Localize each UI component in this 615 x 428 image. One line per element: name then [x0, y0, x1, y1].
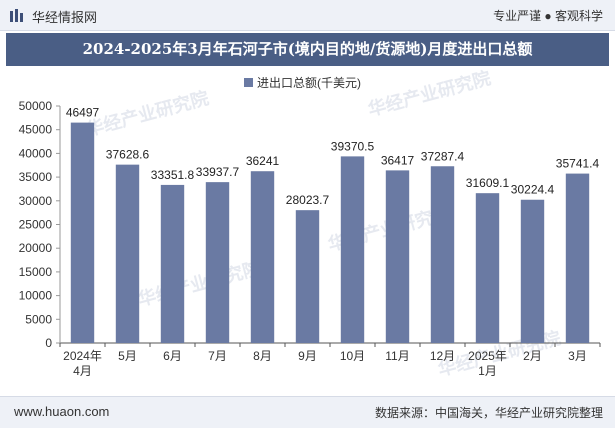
- data-label: 31609.1: [466, 176, 510, 190]
- x-tick-label: 2025年 1月: [468, 349, 507, 378]
- y-tick-label: 35000: [19, 170, 53, 184]
- data-label: 39370.5: [331, 139, 375, 153]
- site-url: www.huaon.com: [14, 404, 110, 419]
- footer: www.huaon.com 数据来源：中国海关，华经产业研究院整理: [0, 396, 615, 428]
- data-label: 33937.7: [196, 165, 240, 179]
- bar: [115, 164, 140, 343]
- bar: [475, 193, 500, 343]
- bar: [250, 171, 275, 343]
- x-tick-label: 2024年 4月: [63, 349, 102, 378]
- axes: 0 5000 10000 15000 20000 25000 30000 35000 40000…: [19, 99, 601, 378]
- data-label: 35741.4: [556, 157, 600, 171]
- y-tick-label: 50000: [19, 99, 53, 113]
- data-label: 33351.8: [151, 168, 195, 182]
- data-label: 36241: [246, 154, 280, 168]
- x-tick-label: 5月: [118, 349, 137, 363]
- bar: [295, 210, 320, 343]
- x-tick-label: 10月: [340, 349, 365, 363]
- watermark-text: 华经产业研究院: [366, 67, 493, 120]
- x-tick-label: 2月: [523, 349, 542, 363]
- y-tick-label: 0: [45, 336, 52, 350]
- data-label: 30224.4: [511, 183, 555, 197]
- legend: 进出口总额(千美元): [244, 76, 361, 90]
- y-tick-label: 25000: [19, 218, 53, 232]
- watermark-text: 华经产业研究院: [136, 257, 263, 310]
- data-label: 37628.6: [106, 148, 150, 162]
- y-tick-label: 5000: [25, 312, 52, 326]
- bar: [565, 173, 590, 343]
- y-tick-label: 30000: [19, 194, 53, 208]
- data-label: 46497: [66, 106, 100, 120]
- legend-swatch: [244, 78, 253, 87]
- data-label: 36417: [381, 153, 415, 167]
- x-tick-label: 3月: [568, 349, 587, 363]
- y-tick-label: 20000: [19, 241, 53, 255]
- watermark-text: 华经产业研究院: [84, 87, 211, 140]
- logo-icon: [10, 9, 23, 22]
- bar: [520, 199, 545, 343]
- x-tick-label: 9月: [298, 349, 317, 363]
- legend-label: 进出口总额(千美元): [257, 76, 361, 90]
- x-tick-label: 6月: [163, 349, 182, 363]
- y-tick-label: 40000: [19, 146, 53, 160]
- bar: [70, 122, 95, 343]
- bar: [430, 166, 455, 343]
- bar: [160, 184, 185, 343]
- data-label: 28023.7: [286, 193, 330, 207]
- top-header: 华经情报网 专业严谨 ● 客观科学: [0, 0, 615, 31]
- bar-chart: 华经产业研究院 华经产业研究院 华经产业研究院 华经产业研究院 华经产业研究院 …: [19, 67, 601, 380]
- bar: [205, 182, 230, 343]
- x-tick-label: 11月: [385, 349, 409, 363]
- tagline: 专业严谨 ● 客观科学: [493, 9, 603, 23]
- bar: [340, 156, 365, 343]
- chart-title: 2024-2025年3月年石河子市(境内目的地/货源地)月度进出口总额: [6, 33, 609, 66]
- brand-name: 华经情报网: [32, 10, 98, 25]
- bar: [385, 170, 410, 343]
- y-tick-label: 10000: [19, 289, 53, 303]
- data-label: 37287.4: [421, 149, 465, 163]
- y-tick-label: 15000: [19, 265, 53, 279]
- bars: [70, 122, 590, 343]
- x-tick-label: 8月: [253, 349, 272, 363]
- y-tick-label: 45000: [19, 123, 53, 137]
- data-source: 数据来源：中国海关，华经产业研究院整理: [374, 406, 603, 420]
- x-tick-label: 7月: [208, 349, 227, 363]
- x-tick-label: 12月: [430, 349, 455, 363]
